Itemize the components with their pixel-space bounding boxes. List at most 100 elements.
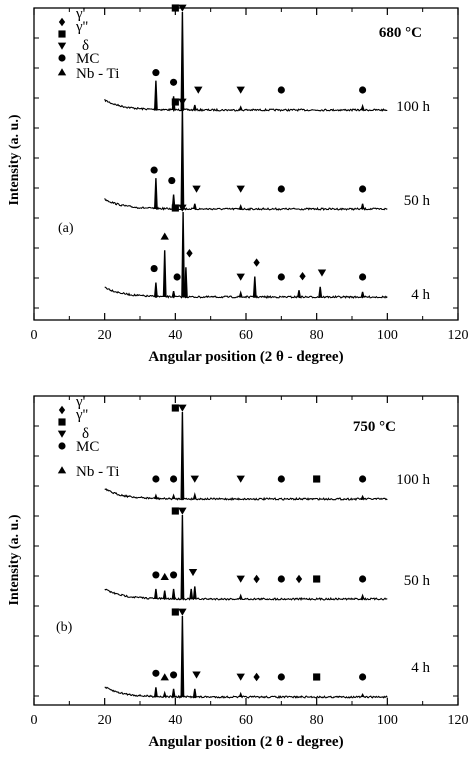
legend-marker-diamond: [58, 17, 66, 27]
phase-marker-triangle-down: [317, 269, 327, 277]
y-axis-title: Intensity (a. u.): [7, 514, 22, 605]
legend-marker-triangle-up: [57, 68, 67, 76]
phase-marker-square: [313, 475, 321, 483]
phase-marker-triangle-down: [236, 185, 245, 193]
peak: [180, 615, 185, 698]
phase-marker-circle: [152, 669, 160, 677]
phase-marker-triangle-up: [160, 232, 169, 240]
legend-label: γ'': [75, 19, 88, 35]
peak: [154, 687, 158, 698]
phase-marker-circle: [169, 671, 178, 679]
phase-marker-circle: [277, 185, 285, 193]
peak: [238, 691, 243, 698]
legend-marker-triangle-up: [57, 466, 67, 474]
legend-label: MC: [76, 51, 99, 67]
temperature-label: 680 °C: [379, 25, 422, 41]
phase-marker-triangle-up: [160, 572, 169, 580]
trace-label: 100 h: [396, 472, 430, 488]
legend-marker-triangle-down: [57, 42, 67, 50]
trace-label: 50 h: [404, 573, 431, 589]
phase-marker-triangle-down: [178, 507, 187, 515]
phase-marker-circle: [152, 69, 160, 77]
peak: [360, 494, 365, 500]
trace-line: [104, 98, 388, 112]
peak: [180, 105, 185, 210]
peak: [238, 105, 243, 111]
series-100h: 100 h: [104, 4, 431, 115]
series-4h: 4 h: [104, 204, 431, 303]
peak: [238, 203, 243, 210]
phase-marker-circle: [168, 177, 176, 185]
peak: [171, 493, 176, 500]
phase-marker-triangle-down: [192, 671, 201, 679]
phase-marker-diamond: [253, 574, 260, 584]
phase-marker-square: [171, 204, 179, 212]
peak: [162, 690, 167, 698]
phase-marker-square: [171, 98, 179, 106]
peak: [171, 688, 176, 698]
legend-marker-circle: [58, 54, 66, 62]
peak: [192, 203, 197, 210]
phase-marker-circle: [173, 273, 181, 281]
phase-marker-triangle-down: [190, 475, 199, 483]
phase-marker-triangle-down: [178, 98, 187, 106]
x-axis-title: Angular position (2 θ - degree): [148, 349, 343, 365]
temperature-label: 750 °C: [353, 419, 396, 435]
peak: [189, 588, 194, 600]
phase-marker-triangle-down: [178, 4, 187, 12]
trace-line: [104, 588, 388, 601]
legend-label: δ: [82, 426, 89, 442]
phase-marker-square: [171, 507, 179, 515]
x-tick-label: 20: [98, 328, 112, 343]
trace-label: 100 h: [396, 99, 430, 115]
peak: [180, 411, 185, 500]
phase-marker-triangle-down: [178, 204, 187, 212]
trace-label: 4 h: [411, 660, 430, 676]
phase-marker-circle: [359, 185, 367, 193]
phase-marker-triangle-down: [178, 608, 187, 616]
phase-marker-triangle-down: [236, 86, 245, 94]
y-axis-title: Intensity (a. u.): [7, 114, 22, 205]
trace-label: 4 h: [411, 287, 430, 303]
phase-marker-circle: [277, 475, 285, 483]
legend-label: Nb - Ti: [76, 464, 119, 480]
series-4h: 4 h: [104, 608, 431, 699]
phase-marker-triangle-up: [160, 673, 169, 681]
panel-label: (a): [58, 221, 74, 236]
peak: [360, 693, 365, 698]
trace-line: [104, 198, 388, 212]
peak: [238, 593, 243, 600]
trace-line: [104, 286, 388, 299]
panel-b: 0 20 40 60 80 100 120 Angular position (2 θ - d…: [7, 394, 469, 750]
x-tick-label: 20: [98, 713, 112, 728]
phase-marker-circle: [359, 673, 367, 681]
x-tick-label: 0: [31, 713, 38, 728]
legend-label: δ: [82, 38, 89, 54]
phase-marker-circle: [359, 475, 367, 483]
peak: [318, 286, 323, 298]
legend-label: γ': [75, 394, 86, 410]
phase-marker-triangle-down: [236, 575, 245, 583]
peak: [171, 588, 176, 600]
peak: [252, 276, 257, 298]
trace-label: 50 h: [404, 193, 431, 209]
peak: [154, 588, 158, 600]
peak: [154, 80, 158, 111]
phase-marker-square: [171, 4, 179, 12]
legend-label: γ': [75, 6, 86, 22]
phase-marker-triangle-down: [188, 569, 198, 577]
peak: [180, 11, 185, 111]
phase-marker-diamond: [186, 249, 193, 258]
peak: [192, 491, 197, 500]
phase-marker-square: [171, 404, 179, 412]
peak: [181, 211, 185, 298]
peak: [360, 103, 365, 111]
x-tick-label: 40: [168, 713, 182, 728]
phase-marker-square: [171, 608, 179, 616]
x-tick-label: 40: [168, 328, 182, 343]
phase-marker-circle: [359, 575, 367, 583]
peak: [360, 291, 365, 298]
phase-marker-triangle-down: [194, 86, 203, 94]
